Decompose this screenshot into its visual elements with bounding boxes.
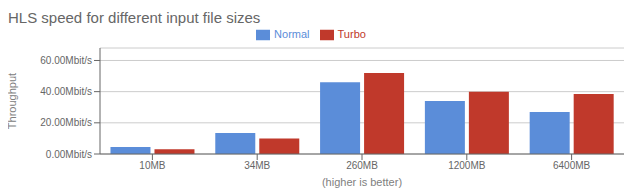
svg-text:(higher is better): (higher is better) — [322, 176, 402, 188]
html-text:Turbo: Turbo — [337, 28, 366, 40]
svg-text:0.00Mbit/s: 0.00Mbit/s — [46, 149, 92, 160]
svg-text:1200MB: 1200MB — [448, 160, 486, 171]
html-text:HLS speed for different input: HLS speed for different input file sizes — [8, 9, 261, 26]
svg-text:34MB: 34MB — [244, 160, 270, 171]
html-text:Normal: Normal — [274, 28, 310, 40]
svg-text:10MB: 10MB — [139, 160, 165, 171]
svg-text:260MB: 260MB — [346, 160, 378, 171]
svg-text:40.00Mbit/s: 40.00Mbit/s — [40, 86, 92, 97]
svg-text:6400MB: 6400MB — [553, 160, 591, 171]
svg-text:60.00Mbit/s: 60.00Mbit/s — [40, 55, 92, 66]
svg-text:Throughput: Throughput — [8, 73, 18, 129]
svg-text:20.00Mbit/s: 20.00Mbit/s — [40, 117, 92, 128]
